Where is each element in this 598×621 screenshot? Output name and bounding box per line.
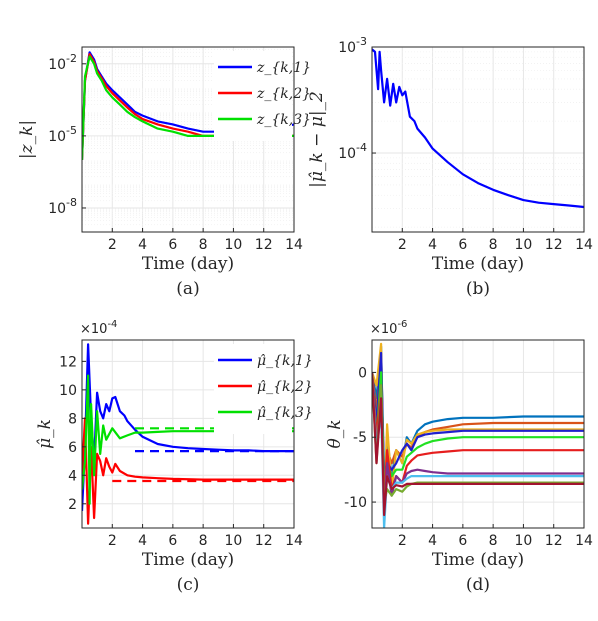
panel-b-chart: 2 4 6 8 10 12 14 10-4 10-3 Time (day) |μ̂_k − μ|_2… bbox=[307, 35, 593, 299]
panel-a-chart: 2 4 6 8 10 12 14 10-8 10-5 10-2 Time (day) |z_k| (a)… bbox=[17, 46, 311, 299]
y-axis-label: θ_k bbox=[325, 419, 345, 448]
axis-multiplier: ×10-4 bbox=[80, 319, 117, 337]
panel-d-chart: 2 4 6 8 10 12 14 -10 -5 0 ×10-6 Time (day) θ_k (d) bbox=[325, 319, 593, 595]
y-tick-label: 12 bbox=[59, 354, 77, 370]
y-axis-label: μ̂_k bbox=[35, 419, 55, 449]
series-8-line bbox=[372, 372, 584, 528]
axes-box bbox=[371, 46, 585, 233]
x-tick-label: 12 bbox=[255, 533, 273, 549]
panel-c-chart: 2 4 6 8 10 12 14 2 4 6 8 10 12 ×10-4 Time (day) μ̂_k (c)… bbox=[35, 319, 313, 595]
series-7-line bbox=[372, 372, 584, 517]
x-axis-label: Time (day) bbox=[432, 550, 524, 570]
legend-label: z_{k,3} bbox=[256, 112, 311, 128]
legend-label: z_{k,2} bbox=[256, 86, 311, 102]
x-tick-label: 4 bbox=[138, 533, 147, 549]
x-tick-label: 8 bbox=[489, 237, 498, 253]
series-2-line bbox=[372, 358, 584, 491]
legend-label: z_{k,1} bbox=[256, 60, 311, 76]
x-tick-label: 4 bbox=[428, 533, 437, 549]
legend-label: μ̂_{k,3} bbox=[257, 405, 313, 421]
x-axis-label: Time (day) bbox=[432, 254, 524, 274]
y-tick-label: 4 bbox=[68, 468, 77, 484]
y-tick-label: 10-8 bbox=[48, 196, 77, 217]
x-tick-label: 10 bbox=[515, 237, 533, 253]
x-tick-label: 12 bbox=[545, 237, 563, 253]
y-tick-label: 2 bbox=[68, 497, 77, 513]
y-tick-label: -5 bbox=[353, 430, 367, 446]
x-tick-label: 14 bbox=[575, 533, 593, 549]
legend-label: μ̂_{k,1} bbox=[257, 353, 313, 369]
panel-caption: (a) bbox=[176, 279, 199, 299]
axes-box bbox=[81, 339, 295, 529]
x-tick-label: 8 bbox=[489, 533, 498, 549]
axes-box bbox=[371, 339, 585, 529]
x-tick-label: 8 bbox=[199, 237, 208, 253]
x-tick-label: 6 bbox=[168, 533, 177, 549]
x-tick-label: 14 bbox=[575, 237, 593, 253]
x-tick-label: 2 bbox=[108, 533, 117, 549]
x-axis-label: Time (day) bbox=[142, 254, 234, 274]
y-tick-label: 10-5 bbox=[48, 124, 77, 145]
panel-caption: (d) bbox=[466, 575, 490, 595]
panel-caption: (b) bbox=[466, 279, 490, 299]
axis-multiplier: ×10-6 bbox=[370, 319, 407, 337]
axes-box bbox=[81, 46, 295, 233]
y-tick-label: 10-4 bbox=[338, 141, 367, 162]
y-tick-label: -10 bbox=[344, 495, 367, 511]
series-10-line bbox=[372, 372, 584, 517]
x-tick-label: 10 bbox=[225, 533, 243, 549]
x-tick-label: 2 bbox=[398, 237, 407, 253]
y-tick-label: 8 bbox=[68, 411, 77, 427]
x-tick-label: 2 bbox=[398, 533, 407, 549]
x-tick-label: 6 bbox=[168, 237, 177, 253]
x-tick-label: 6 bbox=[458, 237, 467, 253]
y-tick-label: 10-3 bbox=[338, 35, 367, 56]
x-tick-label: 4 bbox=[138, 237, 147, 253]
y-tick-label: 10 bbox=[59, 383, 77, 399]
x-tick-label: 14 bbox=[285, 533, 303, 549]
legend-label: μ̂_{k,2} bbox=[257, 379, 313, 395]
plot-area bbox=[372, 342, 584, 528]
x-tick-label: 2 bbox=[108, 237, 117, 253]
x-tick-label: 10 bbox=[515, 533, 533, 549]
y-tick-label: 10-2 bbox=[48, 52, 77, 73]
x-tick-label: 14 bbox=[285, 237, 303, 253]
legend: z_{k,1} z_{k,2} z_{k,3} bbox=[214, 51, 311, 141]
y-axis-label: |z_k| bbox=[17, 120, 37, 159]
x-tick-label: 10 bbox=[225, 237, 243, 253]
panel-caption: (c) bbox=[177, 575, 200, 595]
x-axis-label: Time (day) bbox=[142, 550, 234, 570]
plot-area bbox=[372, 48, 584, 209]
series-1-line bbox=[372, 48, 584, 209]
legend: μ̂_{k,1} μ̂_{k,2} μ̂_{k,3} bbox=[214, 344, 313, 434]
x-tick-label: 6 bbox=[458, 533, 467, 549]
series-2-line bbox=[82, 417, 294, 525]
y-axis-label: |μ̂_k − μ|_2 bbox=[307, 91, 327, 188]
y-tick-label: 0 bbox=[358, 365, 367, 381]
y-tick-label: 6 bbox=[68, 440, 77, 456]
x-tick-label: 8 bbox=[199, 533, 208, 549]
series-3-line bbox=[82, 374, 294, 505]
x-tick-label: 12 bbox=[545, 533, 563, 549]
x-tick-label: 12 bbox=[255, 237, 273, 253]
x-tick-label: 4 bbox=[428, 237, 437, 253]
